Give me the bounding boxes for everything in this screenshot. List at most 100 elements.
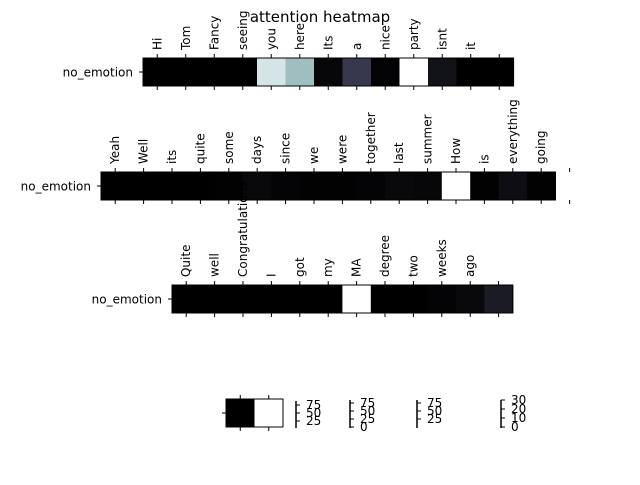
token-label: Fancy bbox=[207, 16, 221, 50]
heatmap-cell bbox=[399, 58, 429, 86]
colorbar-tick-label: 50 bbox=[360, 404, 375, 418]
heatmap-cell bbox=[371, 58, 401, 86]
colorbar-tick-label: 20 bbox=[511, 402, 526, 416]
heatmap-cell bbox=[385, 172, 414, 200]
token-label: going bbox=[534, 130, 548, 164]
colorbar-tick-label: 10 bbox=[511, 411, 526, 425]
token-label: everything bbox=[506, 99, 520, 164]
heatmap-cell bbox=[342, 285, 372, 313]
heatmap-cell bbox=[254, 399, 284, 427]
token-label: Congratulations bbox=[236, 182, 250, 277]
colorbar-tick-label: 25 bbox=[306, 414, 321, 428]
heatmap-cell bbox=[456, 285, 485, 313]
heatmap-cell bbox=[485, 58, 515, 86]
heatmap-cell bbox=[228, 58, 258, 86]
token-label: my bbox=[321, 258, 335, 277]
token-label: together bbox=[364, 112, 378, 164]
heatmap-cell bbox=[527, 172, 556, 200]
token-label: How bbox=[449, 138, 463, 164]
token-label: since bbox=[279, 133, 293, 164]
token-label: Quite bbox=[179, 245, 193, 277]
colorbar-tick-label: 50 bbox=[427, 404, 442, 418]
heatmap-cell bbox=[285, 285, 315, 313]
heatmap-cell bbox=[314, 58, 344, 86]
heatmap-cell bbox=[498, 172, 528, 200]
token-label: seeing bbox=[236, 10, 250, 50]
heatmap-cell bbox=[257, 58, 287, 86]
row-label: no_emotion bbox=[63, 66, 133, 80]
heatmap-cell bbox=[428, 58, 458, 86]
heatmap-cell bbox=[200, 285, 230, 313]
token-label: here bbox=[293, 23, 307, 50]
colorbar-tick-label: 25 bbox=[360, 412, 375, 426]
heatmap-cell bbox=[257, 285, 287, 313]
token-label: is bbox=[477, 154, 491, 164]
token-label: some bbox=[222, 131, 236, 164]
heatmap-cell bbox=[470, 172, 500, 200]
token-label: its bbox=[165, 150, 179, 164]
heatmap-cell bbox=[143, 58, 173, 86]
heatmap-cell bbox=[228, 285, 258, 313]
token-label: you bbox=[264, 28, 278, 50]
heatmap-cell bbox=[171, 58, 201, 86]
colorbar-tick-label: 25 bbox=[427, 412, 442, 426]
heatmap-cell bbox=[172, 285, 201, 313]
heatmap-cell bbox=[271, 172, 301, 200]
heatmap-cell bbox=[226, 399, 256, 427]
token-label: Hi bbox=[150, 38, 164, 50]
token-label: MA bbox=[350, 258, 364, 277]
heatmap-cell bbox=[299, 172, 329, 200]
heatmap-panel-2: Yeah Well its quite some days since we were toget… bbox=[21, 99, 571, 204]
colorbar-tick-label: 75 bbox=[360, 396, 375, 410]
heatmap-cell bbox=[314, 285, 343, 313]
heatmap-cell bbox=[427, 285, 457, 313]
heatmap-panel-4 bbox=[222, 395, 284, 431]
heatmap-cell bbox=[342, 58, 372, 86]
heatmap-cell bbox=[285, 58, 315, 86]
token-label: ago bbox=[463, 255, 477, 277]
colorbar-tick-label: 75 bbox=[306, 398, 321, 412]
colorbar-tick-label: 75 bbox=[427, 396, 442, 410]
token-label: a bbox=[350, 43, 364, 50]
token-label: quite bbox=[193, 133, 207, 164]
heatmap-cell bbox=[129, 172, 159, 200]
token-label: summer bbox=[421, 114, 435, 164]
token-label: got bbox=[293, 257, 307, 277]
token-label: well bbox=[208, 253, 222, 277]
colorbar-tick-label: 50 bbox=[306, 406, 321, 420]
token-label: isnt bbox=[435, 28, 449, 50]
token-label: nice bbox=[378, 25, 392, 50]
heatmap-panels: Hi Tom Fancy seeing you here Its a nice party isnt… bbox=[21, 10, 571, 431]
heatmap-cell bbox=[328, 172, 358, 200]
row-label: no_emotion bbox=[92, 293, 162, 307]
heatmap-panel-1: Hi Tom Fancy seeing you here Its a nice party isnt… bbox=[63, 10, 515, 90]
heatmap-cell bbox=[101, 172, 130, 200]
token-label: party bbox=[407, 18, 421, 50]
heatmap-cell bbox=[413, 172, 443, 200]
token-label: two bbox=[406, 255, 420, 277]
heatmap-cell bbox=[186, 172, 216, 200]
heatmap-cell bbox=[200, 58, 230, 86]
colorbar-tick-label: 30 bbox=[511, 393, 526, 407]
chart-title: attention heatmap bbox=[250, 8, 390, 26]
token-label: Its bbox=[321, 36, 335, 51]
token-label: I bbox=[264, 273, 278, 277]
heatmap-cell bbox=[356, 172, 386, 200]
token-label: Well bbox=[137, 139, 151, 164]
row-label: no_emotion bbox=[21, 180, 91, 194]
heatmap-cell bbox=[157, 172, 187, 200]
token-label: Yeah bbox=[108, 136, 122, 165]
heatmap-cell bbox=[456, 58, 486, 86]
token-label: were bbox=[335, 135, 349, 164]
token-label: days bbox=[250, 136, 264, 164]
heatmap-cell bbox=[243, 172, 272, 200]
heatmap-cell bbox=[484, 285, 514, 313]
token-label: it bbox=[464, 42, 478, 50]
